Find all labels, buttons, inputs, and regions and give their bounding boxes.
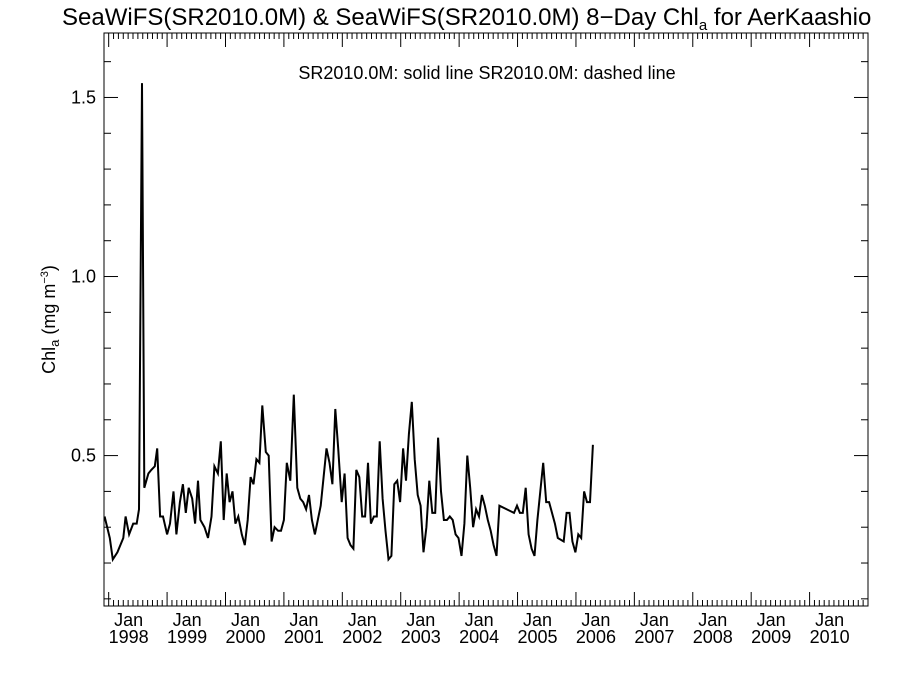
- chart-title-subscript: a: [699, 17, 708, 34]
- x-tick-month-label: Jan: [640, 610, 669, 630]
- x-axis: Jan1998Jan1999Jan2000Jan2001Jan2002Jan20…: [108, 33, 869, 647]
- x-tick-year-label: 2007: [634, 627, 674, 647]
- chart-title: SeaWiFS(SR2010.0M) & SeaWiFS(SR2010.0M) …: [62, 4, 871, 34]
- x-tick-year-label: 2001: [284, 627, 324, 647]
- y-axis: 0.5 1.0 1.5: [71, 61, 868, 600]
- x-tick-month-label: Jan: [581, 610, 610, 630]
- x-tick-year-label: 2005: [518, 627, 558, 647]
- y-axis-label-main: Chl: [39, 347, 59, 374]
- x-tick-month-label: Jan: [757, 610, 786, 630]
- y-axis-label: Chla (mg m−3): [39, 265, 62, 374]
- y-axis-label-unit: (mg m: [39, 284, 59, 340]
- x-tick-year-label: 2002: [342, 627, 382, 647]
- x-tick-year-label: 2000: [225, 627, 265, 647]
- x-tick-year-label: 2003: [401, 627, 441, 647]
- chart-title-suffix: for AerKaashio: [707, 4, 871, 31]
- plot-frame: [103, 32, 869, 607]
- y-tick-label: 0.5: [71, 446, 96, 466]
- x-tick-month-label: Jan: [698, 610, 727, 630]
- x-tick-month-label: Jan: [523, 610, 552, 630]
- y-axis-label-sup: −3: [39, 271, 51, 284]
- x-tick-month-label: Jan: [173, 610, 202, 630]
- x-tick-month-label: Jan: [289, 610, 318, 630]
- x-tick-month-label: Jan: [114, 610, 143, 630]
- x-tick-month-label: Jan: [348, 610, 377, 630]
- series-line-solid: [103, 83, 594, 563]
- x-tick-year-label: 2004: [459, 627, 499, 647]
- x-tick-year-label: 2010: [810, 627, 850, 647]
- legend-text: SR2010.0M: solid line SR2010.0M: dashed …: [298, 63, 675, 83]
- x-tick-month-label: Jan: [231, 610, 260, 630]
- y-tick-label: 1.5: [71, 87, 96, 107]
- x-tick-year-label: 1999: [167, 627, 207, 647]
- x-tick-year-label: 2009: [751, 627, 791, 647]
- chart-title-main: SeaWiFS(SR2010.0M) & SeaWiFS(SR2010.0M) …: [62, 4, 699, 31]
- x-tick-year-label: 2008: [693, 627, 733, 647]
- x-tick-year-label: 2006: [576, 627, 616, 647]
- y-tick-label: 1.0: [71, 267, 96, 287]
- x-tick-month-label: Jan: [465, 610, 494, 630]
- y-axis-label-sub: a: [47, 339, 62, 347]
- series-group: [103, 83, 594, 563]
- x-tick-month-label: Jan: [815, 610, 844, 630]
- x-tick-month-label: Jan: [406, 610, 435, 630]
- x-tick-year-label: 1998: [109, 627, 149, 647]
- plot-area-border: [103, 32, 869, 607]
- y-axis-label-close: ): [39, 265, 59, 271]
